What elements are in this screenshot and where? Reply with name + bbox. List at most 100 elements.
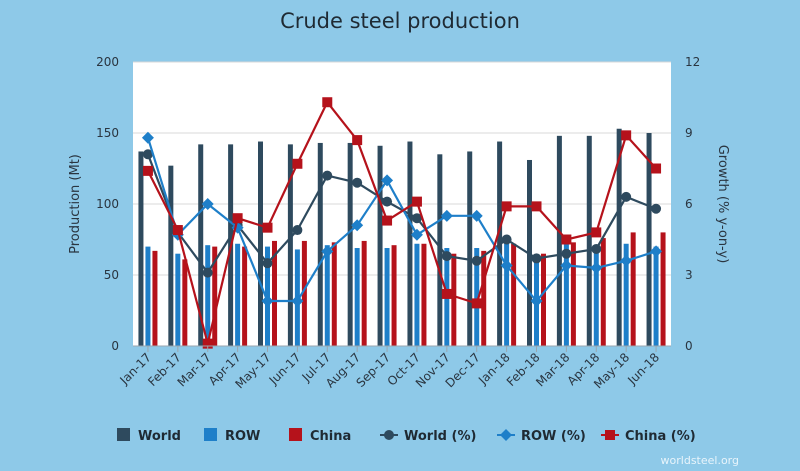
bar-china-0 (152, 250, 158, 346)
legend-swatch-world (117, 428, 130, 441)
bar-row-8 (384, 248, 390, 346)
bar-world-10 (437, 154, 443, 346)
bar-world-8 (377, 145, 383, 346)
point-china-0 (142, 165, 153, 176)
point-row-7 (351, 219, 364, 232)
legend-label-row: ROW (225, 429, 260, 444)
bar-world-15 (586, 135, 592, 346)
point-china-3 (232, 213, 243, 224)
point-world-4 (262, 258, 273, 269)
y2-tick-label: 6 (685, 197, 693, 211)
y2-tick-label: 9 (685, 126, 693, 140)
point-world-13 (531, 253, 542, 264)
bar-china-4 (272, 240, 277, 346)
bar-row-3 (235, 243, 241, 346)
y2-axis-title: Growth (% y-on-y) (715, 145, 730, 264)
bar-china-5 (301, 240, 307, 346)
bar-world-4 (258, 141, 263, 346)
y2-tick-label: 3 (685, 268, 693, 282)
source-label: worldsteel.org (661, 454, 739, 467)
point-row-10 (440, 209, 453, 222)
y-tick-label: 0 (111, 339, 119, 353)
lines-layer (141, 97, 663, 349)
point-china-2 (202, 338, 213, 349)
legend-marker-row (500, 429, 512, 441)
bar-world-0 (138, 151, 144, 346)
point-world-11 (471, 255, 482, 266)
point-china-15 (591, 227, 602, 238)
y2-tick-label: 12 (685, 55, 700, 69)
bar-world-7 (347, 142, 353, 346)
bar-china-11 (481, 250, 487, 346)
point-world-9 (411, 213, 422, 224)
point-world-10 (441, 251, 452, 262)
y-tick-label: 150 (96, 126, 119, 140)
legend-marker-china (605, 430, 615, 440)
bar-china-8 (391, 245, 397, 346)
y-tick-label: 100 (96, 197, 119, 211)
bar-world-17 (646, 133, 652, 346)
y-tick-label: 200 (96, 55, 119, 69)
bar-row-2 (205, 245, 211, 346)
bar-china-7 (361, 240, 367, 346)
bar-china-10 (451, 253, 457, 346)
point-world-14 (561, 248, 572, 259)
y-axis-title: Production (Mt) (68, 154, 83, 254)
bar-world-6 (317, 142, 323, 346)
point-world-5 (292, 225, 303, 236)
point-china-17 (651, 163, 662, 174)
point-row-17 (650, 245, 663, 258)
point-china-11 (471, 298, 482, 309)
point-china-10 (441, 288, 452, 299)
bar-china-9 (421, 243, 427, 346)
y-tick-label: 50 (104, 268, 119, 282)
point-row-0 (141, 131, 154, 144)
bar-world-11 (467, 151, 473, 346)
bar-china-16 (630, 232, 636, 346)
point-china-13 (531, 201, 542, 212)
legend-label-world: World (%) (404, 429, 476, 444)
point-row-9 (410, 228, 423, 241)
point-china-12 (501, 201, 512, 212)
bar-row-15 (593, 246, 599, 346)
legend-swatch-china (289, 428, 302, 441)
bar-world-14 (556, 135, 562, 346)
bar-row-9 (414, 243, 420, 346)
bar-row-16 (623, 243, 629, 346)
point-china-7 (352, 135, 363, 146)
point-row-4 (261, 295, 274, 308)
point-china-5 (292, 158, 303, 169)
legend-label-china: China (310, 429, 351, 444)
point-world-2 (202, 267, 213, 278)
point-row-2 (201, 198, 214, 210)
legend-swatch-row (204, 428, 217, 441)
bar-row-12 (504, 243, 510, 346)
bar-row-1 (175, 253, 181, 346)
bar-world-2 (198, 144, 204, 346)
point-row-8 (381, 174, 394, 187)
point-world-15 (591, 243, 602, 254)
bar-row-7 (354, 248, 360, 346)
point-row-16 (620, 254, 633, 267)
point-china-16 (621, 130, 632, 141)
point-china-14 (561, 234, 572, 245)
grid-lines (133, 61, 671, 276)
bar-china-15 (600, 238, 606, 346)
y2-tick-label: 0 (685, 339, 693, 353)
point-world-6 (322, 170, 333, 181)
legend-marker-world (384, 430, 394, 440)
point-world-8 (382, 196, 393, 207)
point-china-1 (172, 225, 183, 236)
point-world-7 (352, 177, 363, 188)
point-row-5 (291, 295, 304, 308)
bar-row-17 (653, 246, 659, 346)
point-china-4 (262, 222, 273, 233)
bar-china-3 (242, 246, 248, 346)
point-row-15 (590, 261, 603, 274)
bar-china-1 (182, 259, 188, 346)
point-world-16 (621, 191, 632, 202)
point-row-12 (500, 259, 513, 272)
bar-china-12 (511, 243, 517, 346)
bar-china-13 (541, 253, 546, 346)
